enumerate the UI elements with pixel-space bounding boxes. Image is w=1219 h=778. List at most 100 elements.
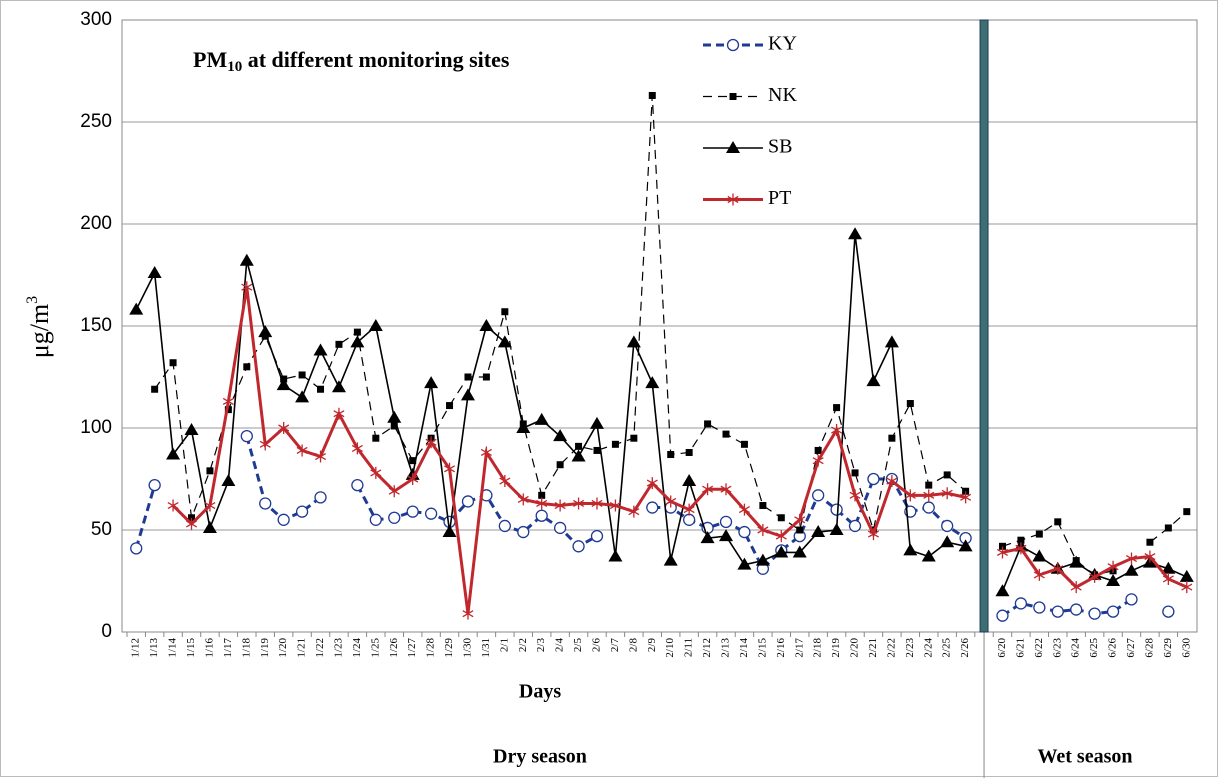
x-tick-label: 2/24	[922, 638, 934, 658]
x-tick-label: 6/30	[1180, 638, 1192, 658]
marker	[704, 420, 712, 428]
y-tick-label: 150	[80, 315, 112, 336]
x-tick-label: 6/21	[1014, 638, 1026, 658]
marker	[517, 525, 530, 539]
marker	[296, 444, 308, 457]
x-tick-label: 2/14	[738, 638, 750, 658]
marker	[1106, 605, 1120, 618]
marker	[222, 395, 234, 408]
marker	[480, 446, 492, 459]
marker	[998, 542, 1006, 550]
marker	[1089, 570, 1101, 583]
marker	[1051, 605, 1064, 618]
marker	[1033, 601, 1046, 614]
marker	[276, 378, 291, 391]
marker	[591, 497, 603, 510]
marker	[534, 412, 549, 425]
marker	[369, 513, 382, 526]
marker	[460, 388, 475, 401]
marker	[996, 609, 1009, 622]
marker	[774, 545, 789, 558]
title-part: at different monitoring sites	[242, 47, 510, 72]
x-tick-label: 2/5	[572, 638, 584, 653]
marker	[406, 505, 419, 518]
marker	[811, 525, 826, 538]
marker	[351, 478, 364, 492]
x-tick-label: 1/13	[148, 638, 160, 658]
marker	[851, 469, 859, 477]
annotation: Wet season	[1038, 746, 1133, 768]
marker	[904, 489, 916, 502]
marker	[1162, 605, 1175, 618]
marker	[147, 265, 162, 278]
x-tick-label: 2/26	[959, 638, 971, 658]
marker	[239, 253, 254, 266]
x-tick-label: 1/15	[185, 638, 197, 658]
x-tick-label: 2/6	[591, 638, 603, 653]
marker	[202, 520, 217, 533]
x-tick-label: 1/27	[406, 638, 418, 658]
marker	[1107, 560, 1119, 573]
marker	[831, 424, 843, 437]
marker	[867, 472, 880, 486]
marker	[390, 422, 398, 430]
marker	[151, 385, 159, 393]
x-tick-label: 2/3	[535, 638, 547, 653]
y-tick-label: 300	[80, 9, 112, 30]
marker	[575, 442, 583, 450]
marker	[720, 483, 732, 496]
marker	[726, 141, 740, 153]
marker	[646, 501, 659, 514]
marker	[313, 343, 328, 356]
y-tick-label: 0	[101, 621, 112, 642]
marker	[1146, 538, 1154, 546]
marker	[608, 549, 623, 562]
marker	[278, 422, 290, 434]
marker	[464, 373, 472, 381]
marker	[796, 526, 804, 534]
legend-label: SB	[768, 136, 792, 158]
marker	[1035, 530, 1043, 538]
x-tick-label: 1/18	[240, 638, 252, 658]
marker	[188, 514, 196, 522]
marker	[372, 434, 380, 442]
marker	[1088, 607, 1101, 620]
marker	[906, 400, 914, 408]
marker	[593, 446, 601, 454]
y-tick-label: 100	[80, 417, 112, 438]
marker	[501, 308, 509, 316]
x-tick-label: 6/24	[1070, 638, 1082, 658]
marker	[1033, 568, 1045, 581]
x-tick-label: 1/26	[388, 638, 400, 658]
marker	[351, 442, 363, 455]
x-tick-label: 1/31	[480, 638, 492, 658]
marker	[556, 461, 564, 469]
x-tick-label: 2/13	[720, 638, 732, 658]
x-tick-label: 2/19	[830, 638, 842, 658]
marker	[630, 434, 638, 442]
marker	[830, 503, 843, 516]
marker	[425, 436, 437, 449]
marker	[1124, 563, 1139, 576]
marker	[665, 495, 677, 508]
marker	[553, 521, 567, 535]
legend-label: PT	[768, 187, 791, 209]
marker	[940, 535, 955, 548]
marker	[314, 491, 327, 504]
marker	[538, 491, 546, 499]
marker	[628, 505, 640, 518]
season-divider	[979, 19, 989, 633]
marker	[922, 501, 935, 514]
marker	[259, 497, 272, 510]
marker	[387, 410, 402, 423]
x-tick-label: 1/22	[314, 638, 326, 658]
x-tick-label: 1/24	[351, 638, 363, 658]
marker	[167, 499, 179, 512]
x-tick-label: 1/30	[462, 638, 474, 658]
x-tick-label: 1/14	[167, 638, 179, 658]
x-tick-label: 2/12	[701, 638, 713, 658]
marker	[1164, 524, 1172, 532]
marker	[590, 529, 604, 543]
marker	[258, 325, 273, 338]
marker	[682, 513, 696, 526]
